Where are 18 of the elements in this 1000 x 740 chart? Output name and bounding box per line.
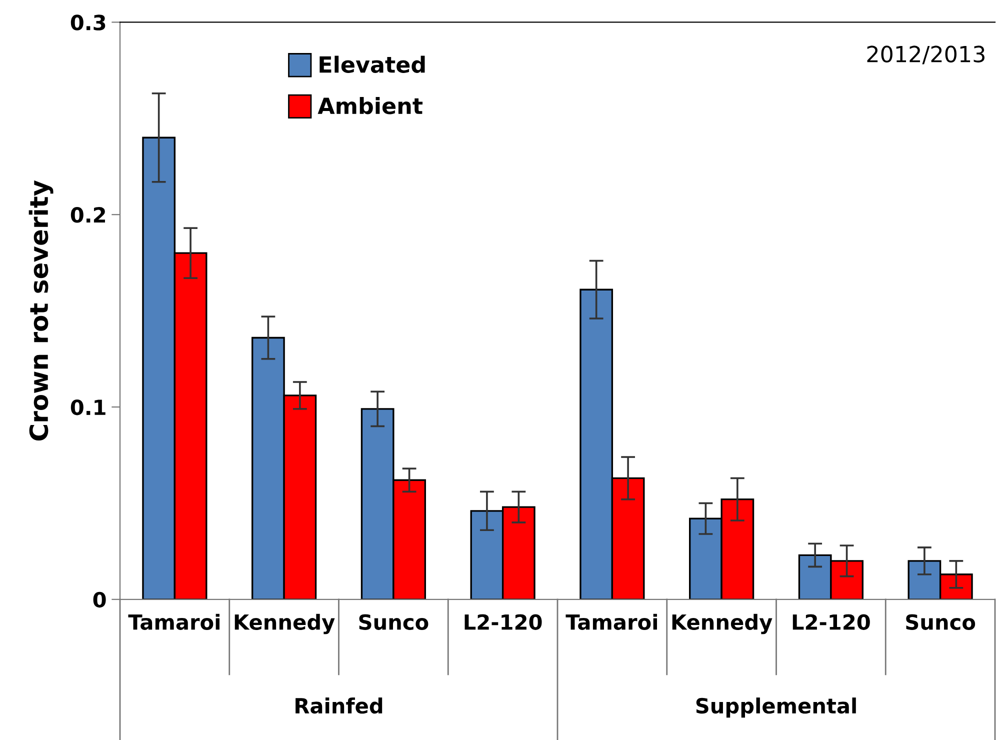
x-tick-label: Sunco [359, 614, 428, 630]
x-tick-label: Tamaroi [128, 614, 220, 630]
text: Rainfed [296, 698, 382, 714]
text: Supplemental [696, 698, 856, 718]
y-tick-label: 0 [93, 592, 106, 608]
y-tick-label: 0.1 [70, 399, 106, 416]
x-tick-label: Tamaroi [566, 614, 657, 630]
legend-label: Ambient [318, 97, 423, 114]
y-tick-label: 0.2 [70, 207, 105, 223]
y-tick-label: 0.3 [70, 14, 106, 30]
x-tick-label: Kennedy [234, 614, 335, 634]
legend-label: Elevated [320, 56, 425, 73]
y-axis-title: Crown rot severity [28, 180, 54, 440]
x-tick-label: Sunco [906, 614, 976, 630]
x-tick-label: L2-120 [792, 614, 870, 630]
x-tick-label: L2-120 [464, 614, 542, 630]
annotation: 2012/2013 [867, 46, 984, 64]
x-tick-label: Kennedy [672, 614, 772, 634]
